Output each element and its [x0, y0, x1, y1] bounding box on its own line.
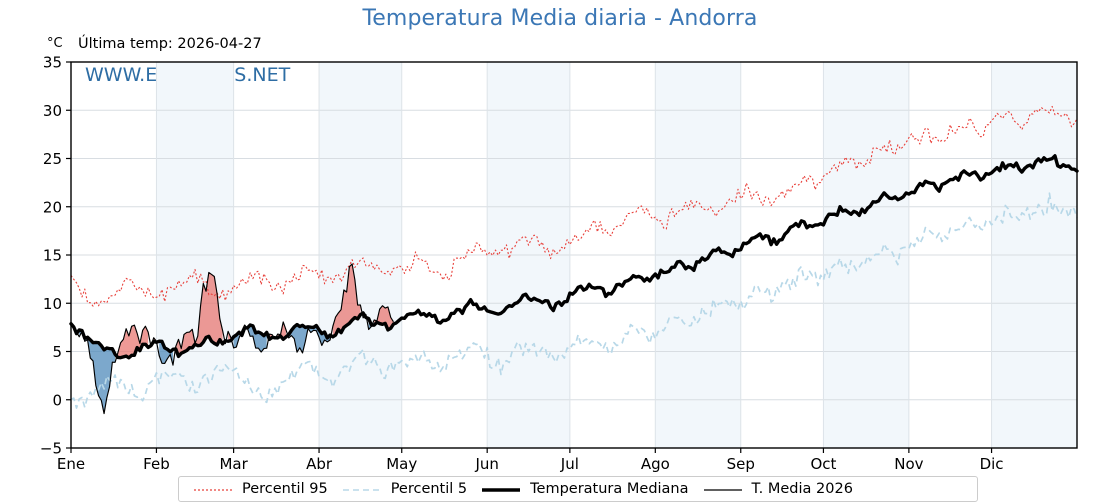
- x-tick-label: Jun: [474, 455, 498, 473]
- legend-item-label: Temperatura Mediana: [530, 481, 689, 497]
- y-tick-label: 20: [43, 198, 62, 216]
- x-tick-label: Mar: [219, 455, 248, 473]
- y-tick-label: −5: [40, 440, 62, 458]
- y-tick-label: 35: [43, 54, 62, 72]
- x-tick-label: Nov: [894, 455, 923, 473]
- legend-item[interactable]: Temperatura Mediana: [481, 481, 689, 497]
- series-line-percentil-95: [70, 105, 1078, 307]
- legend-swatch-icon: [703, 482, 743, 496]
- legend-item[interactable]: T. Media 2026: [703, 481, 853, 497]
- x-tick-label: Abr: [306, 455, 333, 473]
- chart-legend: Percentil 95 Percentil 5 Temperatura Media…: [178, 476, 978, 502]
- x-tick-label: Dic: [980, 455, 1004, 473]
- x-tick-label: May: [386, 455, 417, 473]
- x-tick-label: Jul: [560, 455, 579, 473]
- last-temp-label: Última temp: 2026-04-27: [78, 36, 262, 52]
- x-tick-label: Sep: [727, 455, 755, 473]
- legend-swatch-icon: [193, 482, 233, 496]
- page-title: Temperatura Media diaria - Andorra: [362, 6, 758, 31]
- legend-item[interactable]: Percentil 95: [193, 481, 328, 497]
- legend-item-label: T. Media 2026: [751, 481, 853, 497]
- cold-anomaly-area: [247, 325, 267, 353]
- y-tick-label: 5: [52, 343, 62, 361]
- y-tick-label: 15: [43, 247, 62, 265]
- legend-swatch-icon: [481, 482, 521, 496]
- legend-item-label: Percentil 5: [390, 481, 468, 497]
- y-axis-unit-label: °C: [47, 36, 63, 51]
- legend-item-label: Percentil 95: [242, 481, 328, 497]
- x-tick-label: Feb: [143, 455, 170, 473]
- x-tick-label: Oct: [810, 455, 836, 473]
- fill-below-median: [79, 318, 372, 414]
- legend-item[interactable]: Percentil 5: [342, 481, 467, 497]
- warm-anomaly-area: [175, 272, 223, 357]
- y-tick-label: 10: [43, 295, 62, 313]
- series-line-t-media-2026: [70, 263, 394, 415]
- legend-swatch-icon: [342, 482, 382, 496]
- cold-anomaly-area: [79, 329, 116, 414]
- x-tick-label: Ago: [641, 455, 670, 473]
- y-tick-label: 25: [43, 150, 62, 168]
- x-tick-label: Ene: [57, 455, 85, 473]
- series-line-temperatura-mediana: [69, 154, 1079, 360]
- y-tick-label: 0: [52, 391, 62, 409]
- y-tick-label: 30: [43, 102, 62, 120]
- series-line-percentil-5: [70, 192, 1078, 409]
